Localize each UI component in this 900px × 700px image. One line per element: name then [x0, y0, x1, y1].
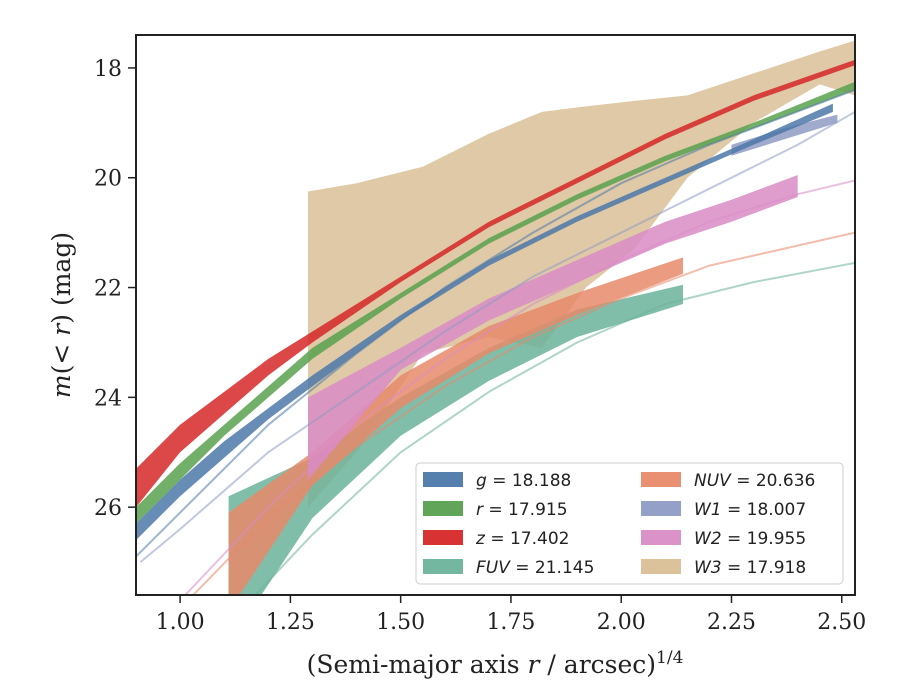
- legend: g = 18.188 r = 17.915 z = 17.402 FUV = 21.1…: [415, 462, 844, 585]
- x-tick-label: 1.50: [376, 610, 425, 635]
- model-curve-nuv: [192, 231, 855, 595]
- legend-item-g: g = 18.188: [423, 471, 571, 491]
- legend-item-w1: W1 = 18.007: [641, 500, 806, 520]
- legend-label: W1 = 18.007: [694, 500, 806, 520]
- model-curves: [136, 88, 855, 595]
- legend-swatch: [423, 472, 463, 487]
- y-axis: 18 20 22 24 26: [94, 57, 136, 521]
- y-tick-label: 18: [94, 57, 122, 82]
- model-curve-fuv: [253, 261, 855, 595]
- legend-item-nuv: NUV = 20.636: [641, 471, 815, 491]
- legend-item-w3: W3 = 17.918: [641, 558, 806, 578]
- legend-swatch: [641, 559, 681, 574]
- legend-label: r = 17.915: [476, 500, 568, 520]
- legend-swatch: [423, 559, 463, 574]
- legend-label: W3 = 17.918: [694, 558, 806, 578]
- legend-item-r: r = 17.915: [423, 500, 568, 520]
- y-tick-label: 26: [94, 496, 122, 521]
- model-curve-g: [136, 88, 855, 558]
- y-tick-label: 24: [94, 386, 122, 411]
- x-tick-label: 1.75: [486, 610, 535, 635]
- y-axis-label: m(< r) (mag): [47, 232, 76, 398]
- legend-box: [415, 462, 844, 585]
- legend-swatch: [423, 501, 463, 516]
- y-tick-label: 22: [94, 277, 122, 302]
- x-axis: 1.00 1.25 1.50 1.75 2.00 2.25 2.50: [156, 595, 866, 635]
- band-w1: [731, 114, 838, 156]
- x-tick-label: 2.50: [817, 610, 866, 635]
- plot-frame: [135, 34, 856, 596]
- model-curve-w2: [183, 179, 855, 595]
- legend-item-z: z = 17.402: [423, 529, 569, 549]
- legend-swatch: [641, 472, 681, 487]
- band-nuv: [228, 257, 683, 595]
- legend-swatch: [641, 501, 681, 516]
- legend-label: g = 18.188: [476, 471, 571, 491]
- legend-label: W2 = 19.955: [694, 529, 806, 549]
- x-tick-label: 2.00: [597, 610, 646, 635]
- legend-swatch: [641, 530, 681, 545]
- legend-label: z = 17.402: [475, 529, 569, 549]
- x-tick-label: 1.00: [156, 610, 205, 635]
- legend-item-w2: W2 = 19.955: [641, 529, 806, 549]
- x-tick-label: 1.25: [266, 610, 315, 635]
- band-w2: [308, 175, 798, 480]
- legend-label: FUV = 21.145: [476, 558, 594, 578]
- legend-item-fuv: FUV = 21.145: [423, 558, 594, 578]
- legend-label: NUV = 20.636: [694, 471, 815, 491]
- legend-swatch: [423, 530, 463, 545]
- x-tick-label: 2.25: [707, 610, 756, 635]
- y-tick-label: 20: [94, 167, 122, 192]
- model-curve-w1: [139, 111, 855, 563]
- x-axis-label: (Semi-major axis r / arcsec)1/4: [307, 648, 684, 679]
